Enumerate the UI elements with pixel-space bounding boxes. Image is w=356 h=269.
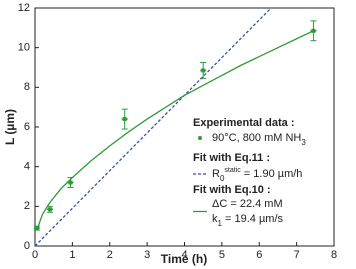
legend-label-part: 1: [218, 219, 223, 228]
x-tick-label: 2: [107, 249, 113, 261]
legend-label-part: static: [224, 167, 241, 174]
legend-label: R0static = 1.90 µm/h: [212, 167, 302, 182]
fit-line: [35, 8, 271, 246]
legend-title: Fit with Eq.11 :: [193, 152, 270, 164]
y-tick-label: 2: [24, 200, 30, 212]
legend-label-part: ΔC = 22.4 mM: [212, 198, 283, 210]
legend-label-part: 3: [301, 138, 306, 147]
legend-label-part: 0: [220, 174, 225, 183]
y-tick-label: 12: [18, 2, 30, 14]
legend-title: Experimental data :: [193, 117, 294, 129]
x-tick-label: 1: [69, 249, 75, 261]
legend-label-part: k: [212, 213, 218, 225]
legend-bg: [191, 115, 331, 131]
data-point: [122, 117, 127, 122]
y-tick-label: 10: [18, 42, 30, 54]
legend-marker: [198, 136, 202, 140]
y-tick-label: 0: [24, 240, 30, 252]
legend-bg: [191, 150, 331, 166]
legend-label-part: = 1.90 µm/h: [241, 168, 303, 180]
x-tick-label: 6: [256, 249, 262, 261]
data-point: [68, 180, 73, 185]
x-axis-label: Time (h): [161, 252, 207, 266]
legend-label: k1 = 19.4 µm/s: [212, 213, 284, 228]
y-tick-label: 6: [24, 121, 30, 133]
data-point: [47, 207, 52, 212]
legend-label-part: = 19.4 µm/s: [222, 213, 284, 225]
x-tick-label: 8: [331, 249, 337, 261]
data-point: [201, 68, 206, 73]
legend-label-part: R: [212, 168, 220, 180]
legend-label-part: 90°C, 800 mM NH: [212, 132, 301, 144]
legend-label: ΔC = 22.4 mM: [212, 198, 283, 210]
legend-bg: [191, 182, 331, 198]
x-tick-label: 7: [294, 249, 300, 261]
data-point: [34, 226, 39, 231]
x-tick-label: 3: [144, 249, 150, 261]
y-tick-label: 8: [24, 81, 30, 93]
fit-line: [36, 30, 314, 231]
y-axis-label: L (µm): [3, 109, 17, 145]
legend-label: 90°C, 800 mM NH3: [212, 132, 306, 147]
legend-title: Fit with Eq.10 :: [193, 184, 271, 196]
x-tick-label: 5: [219, 249, 225, 261]
x-tick-label: 0: [32, 249, 38, 261]
x-tick-label: 4: [181, 249, 187, 261]
y-tick-label: 4: [24, 161, 30, 173]
